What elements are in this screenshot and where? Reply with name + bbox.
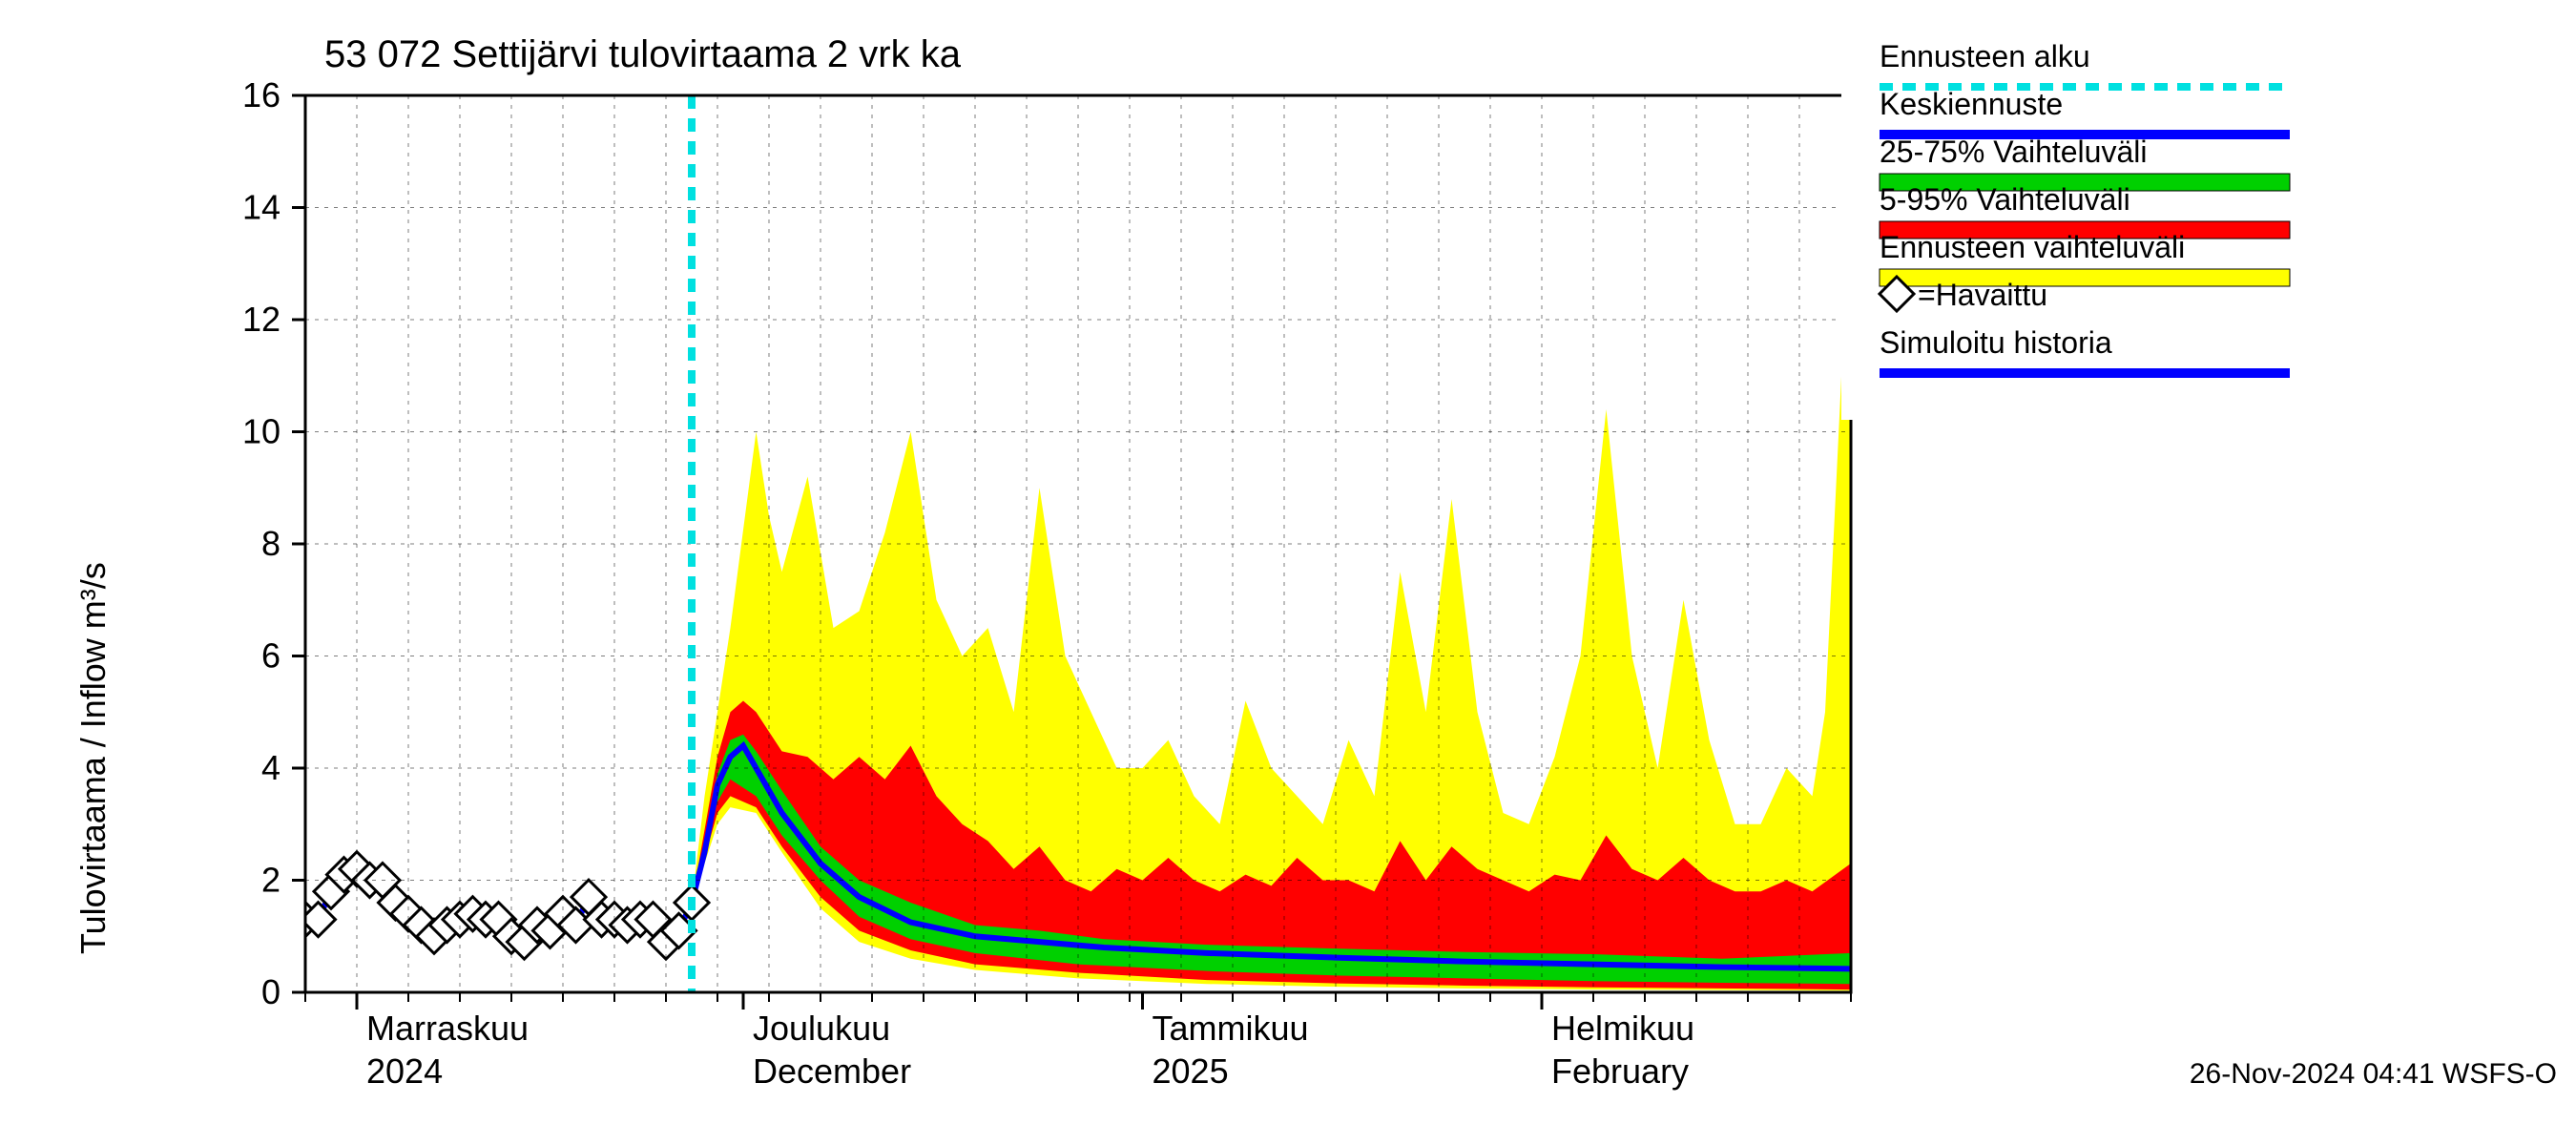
chart-svg: 0 2 4 6 8 10 12 14 16 Marraskuu2024 JoulukuuDecemb… [0, 0, 2576, 1145]
y-tick-label: 6 [261, 636, 280, 676]
legend-label: 25-75% Vaihteluväli [1880, 135, 2147, 169]
legend-label: 5-95% Vaihteluväli [1880, 182, 2130, 217]
x-tick-label-2: 2025 [1153, 1051, 1229, 1091]
y-axis-label: Tulovirtaama / Inflow m³/s [73, 562, 113, 954]
y-tick-label: 14 [242, 188, 280, 227]
x-tick-label-2: December [753, 1051, 911, 1091]
x-tick-label-1: Helmikuu [1551, 1009, 1694, 1048]
legend-label: Keskiennuste [1880, 87, 2063, 121]
x-tick-label-1: Tammikuu [1153, 1009, 1309, 1048]
chart-title: 53 072 Settijärvi tulovirtaama 2 vrk ka [324, 33, 962, 75]
y-tick-label: 12 [242, 300, 280, 339]
y-tick-label: 0 [261, 972, 280, 1011]
forecast-chart: 0 2 4 6 8 10 12 14 16 Marraskuu2024 JoulukuuDecemb… [0, 0, 2576, 1145]
footer-timestamp: 26-Nov-2024 04:41 WSFS-O [2190, 1058, 2557, 1090]
x-tick-label-2: 2024 [366, 1051, 443, 1091]
y-tick-label: 16 [242, 75, 280, 114]
y-tick-label: 10 [242, 412, 280, 451]
y-tick-label: 8 [261, 524, 280, 563]
x-tick-label-2: February [1551, 1051, 1689, 1091]
legend-label: Simuloitu historia [1880, 325, 2112, 360]
y-tick-label: 4 [261, 748, 280, 787]
y-tick-label: 2 [261, 861, 280, 900]
legend-label: Ennusteen alku [1880, 39, 2090, 73]
x-tick-label-1: Marraskuu [366, 1009, 529, 1048]
legend-label: =Havaittu [1918, 278, 2047, 312]
legend-label: Ennusteen vaihteluväli [1880, 230, 2185, 264]
x-tick-label-1: Joulukuu [753, 1009, 890, 1048]
